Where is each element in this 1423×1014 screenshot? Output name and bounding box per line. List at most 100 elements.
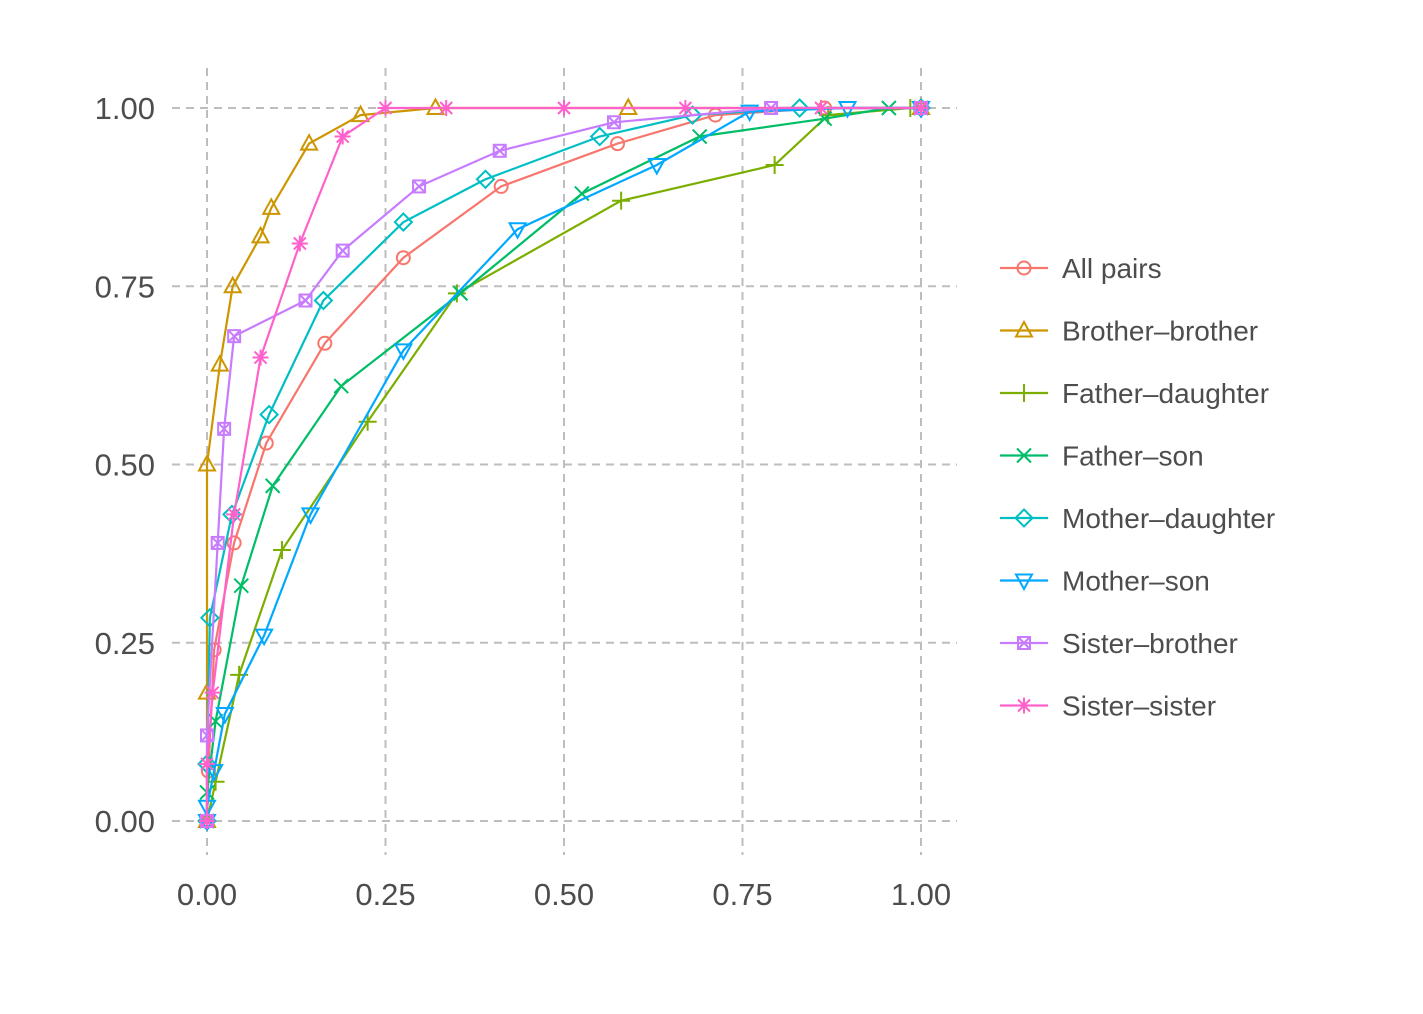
data-point [261, 197, 281, 215]
data-point [691, 128, 708, 145]
series-8 [199, 100, 929, 829]
data-point [233, 578, 249, 594]
y-tick-label: 0.25 [95, 626, 155, 661]
data-point [199, 607, 220, 628]
data-point [395, 250, 411, 266]
legend-label: Father–daughter [1062, 378, 1269, 409]
legend-label: Brother–brother [1062, 316, 1258, 347]
data-point [765, 156, 784, 175]
data-point [210, 535, 225, 550]
legend-marker [1015, 384, 1033, 402]
data-point [317, 335, 333, 351]
data-point [272, 541, 291, 560]
data-point [313, 290, 334, 311]
legend-item: Brother–brother [1000, 316, 1258, 347]
data-point [647, 158, 667, 176]
gridlines [172, 68, 957, 855]
x-tick-label: 0.00 [177, 877, 237, 912]
data-point [215, 707, 235, 725]
legend-item: Sister–brother [1000, 628, 1238, 659]
x-tick-label: 1.00 [891, 877, 951, 912]
data-point [507, 222, 528, 240]
data-point [438, 100, 455, 116]
series-line [205, 106, 921, 821]
legend-marker [1014, 508, 1034, 528]
x-tick-label: 0.50 [534, 877, 594, 912]
data-point [350, 104, 371, 123]
data-point [492, 143, 507, 158]
legend: All pairs Brother–brother Father–daughter F… [1000, 253, 1275, 722]
data-point [682, 105, 703, 126]
data-point [200, 728, 214, 743]
data-point [217, 421, 232, 436]
data-point [452, 285, 469, 302]
y-tick-label: 0.00 [95, 804, 155, 839]
legend-marker [1017, 636, 1031, 650]
data-point [789, 98, 810, 118]
data-point [739, 104, 760, 123]
data-point [299, 133, 319, 151]
data-point [837, 101, 858, 119]
data-point [204, 684, 221, 701]
legend-marker [1014, 319, 1034, 338]
data-point [227, 329, 242, 344]
data-point [556, 100, 572, 116]
legend-item: Father–son [1000, 441, 1204, 472]
data-point [677, 100, 694, 116]
data-point [475, 169, 496, 190]
legend-label: Father–son [1062, 441, 1204, 472]
data-point [252, 349, 269, 366]
data-point [226, 506, 243, 523]
legend-item: Mother–daughter [1000, 503, 1275, 534]
legend-marker [1014, 573, 1034, 592]
data-point [300, 507, 321, 525]
legend-marker [1016, 260, 1032, 276]
data-point [393, 212, 414, 232]
data-point [264, 478, 281, 494]
data-point [254, 628, 274, 647]
data-point [493, 178, 509, 194]
data-point [258, 435, 274, 451]
legend-label: Mother–son [1062, 566, 1210, 597]
data-point [606, 115, 621, 130]
data-point [813, 100, 830, 116]
data-point [210, 354, 230, 372]
data-point [412, 179, 427, 194]
data-point [612, 191, 631, 210]
legend-label: Sister–sister [1062, 691, 1216, 722]
data-point [333, 378, 349, 394]
y-tick-label: 0.75 [95, 269, 155, 304]
data-point [618, 97, 638, 115]
data-point [250, 225, 271, 244]
data-point [816, 110, 833, 127]
data-point [335, 243, 350, 258]
data-point [199, 813, 215, 829]
data-point [589, 126, 610, 147]
data-point [226, 535, 242, 551]
legend-marker [1016, 447, 1032, 464]
data-point [913, 100, 929, 116]
legend-label: All pairs [1062, 253, 1162, 284]
y-tick-label: 0.50 [95, 448, 155, 483]
legend-label: Sister–brother [1062, 628, 1238, 659]
legend-item: Mother–son [1000, 566, 1210, 597]
legend-item: Father–daughter [1000, 378, 1269, 409]
legend-marker [1016, 697, 1032, 714]
data-point [291, 235, 308, 252]
data-point [334, 128, 351, 145]
data-point [199, 755, 215, 772]
data-point [377, 100, 394, 116]
data-point [197, 453, 217, 472]
y-tick-label: 1.00 [95, 91, 155, 126]
legend-item: All pairs [1000, 253, 1162, 284]
data-point [425, 97, 446, 115]
plot-series [197, 97, 931, 832]
axis-tick-labels: 0.00 0.25 0.50 0.75 1.00 0.00 0.25 0.50 0.75 1.00 [95, 91, 952, 912]
data-point [393, 343, 414, 361]
data-point [298, 293, 313, 308]
series-line [205, 106, 921, 822]
x-tick-label: 0.75 [712, 877, 772, 912]
series-line [205, 106, 921, 821]
data-point [204, 764, 224, 782]
